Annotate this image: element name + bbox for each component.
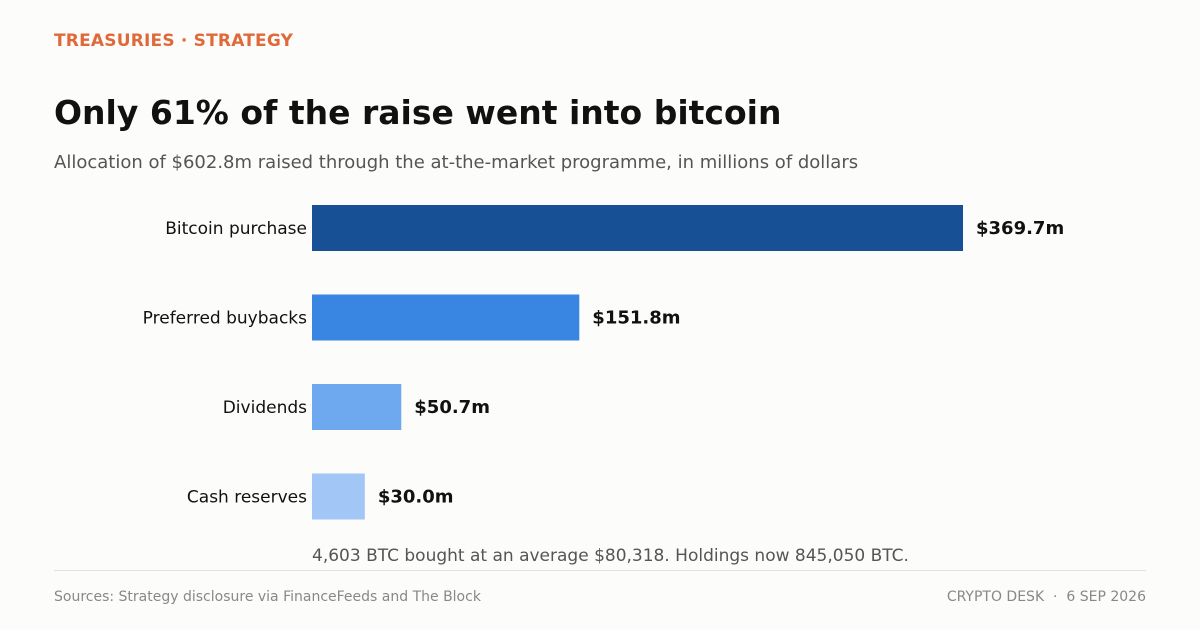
category-label: Cash reserves — [187, 488, 307, 508]
bar — [312, 384, 402, 430]
category-label: Bitcoin purchase — [165, 219, 307, 239]
bar — [312, 473, 365, 520]
chart-subtitle: Allocation of $602.8m raised through the… — [54, 152, 859, 173]
bar — [312, 205, 963, 251]
category-label: Preferred buybacks — [143, 309, 307, 329]
chart-note: 4,603 BTC bought at an average $80,318. … — [312, 546, 909, 566]
value-label: $369.7m — [976, 218, 1064, 239]
value-label: $50.7m — [414, 397, 490, 418]
value-label: $30.0m — [378, 487, 454, 508]
bar — [312, 294, 580, 341]
source-note: Sources: Strategy disclosure via Finance… — [54, 589, 481, 605]
category-label: Dividends — [223, 398, 307, 418]
chart-title: Only 61% of the raise went into bitcoin — [54, 93, 782, 132]
value-label: $151.8m — [592, 308, 680, 329]
footer-rule — [54, 570, 1146, 571]
publisher-credit: CRYPTO DESK · 6 SEP 2026 — [946, 589, 1146, 605]
kicker: TREASURIES · STRATEGY — [54, 31, 294, 51]
bar-chart: Bitcoin purchase $369.7m Preferred buyback… — [143, 205, 1064, 520]
